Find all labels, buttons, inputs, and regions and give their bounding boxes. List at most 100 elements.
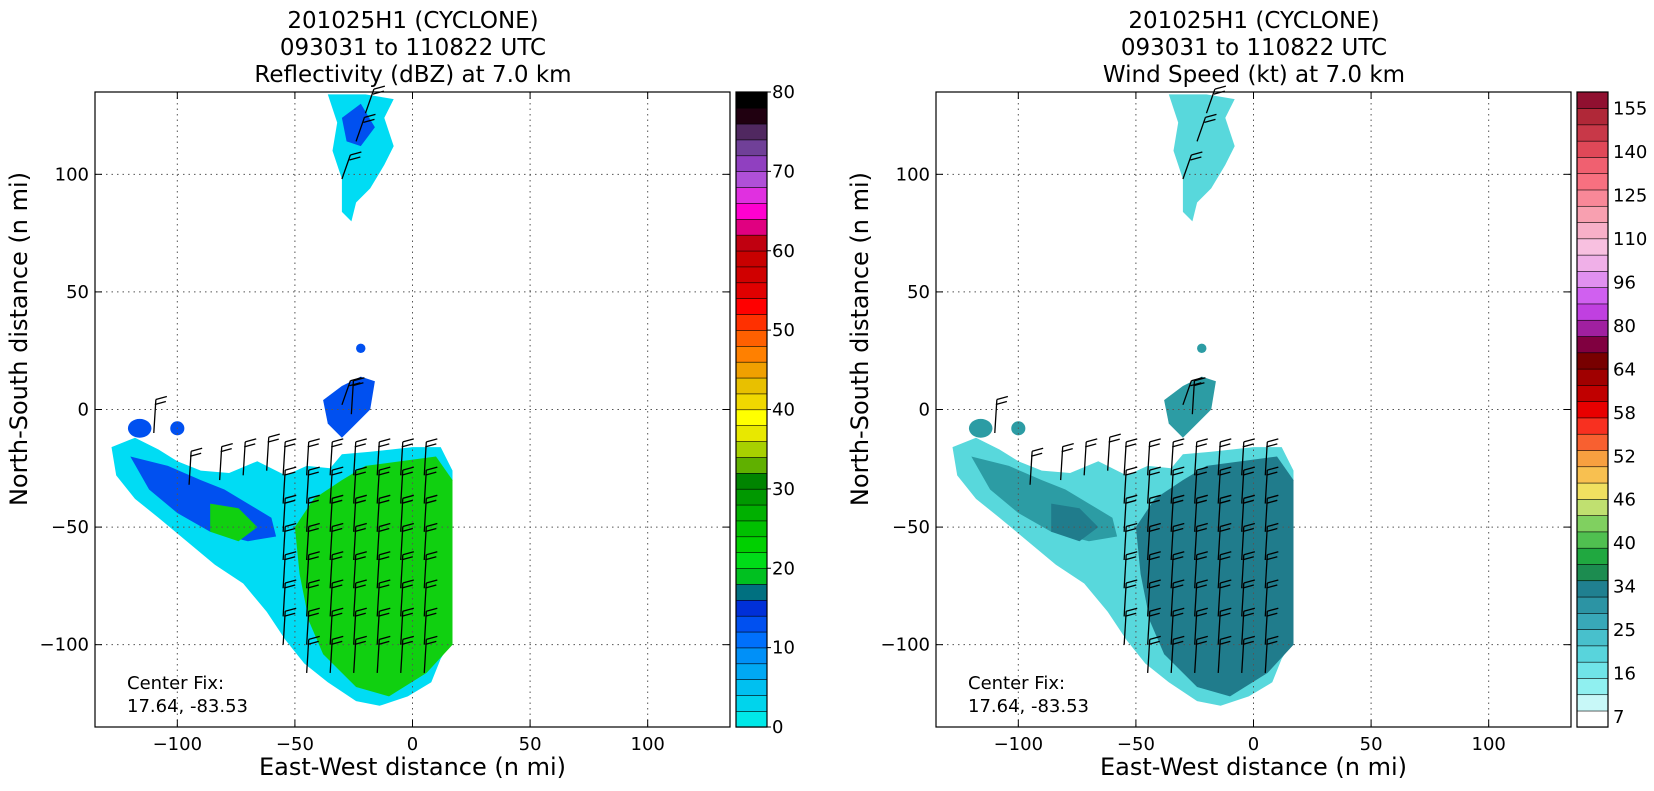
wind-barb-staff <box>423 554 427 589</box>
wind-barb-flag-1 <box>402 494 414 499</box>
y-tick-label-1: −100 <box>40 635 89 656</box>
wind-barb-41 <box>1241 466 1255 504</box>
wind-barb-staff <box>1264 526 1268 561</box>
wind-barb-flag-1 <box>1196 579 1208 584</box>
wind-barb-flag-2 <box>1219 612 1231 617</box>
colorbar-segment-31 <box>735 234 768 252</box>
wind-barb-33 <box>376 466 391 504</box>
wind-barb-staff <box>994 399 998 434</box>
colorbar-segment-30 <box>735 250 768 268</box>
colorbar-segment-7 <box>735 615 768 633</box>
wind-barb-54 <box>1264 607 1279 645</box>
wind-barb-staff <box>1241 582 1245 617</box>
wind-barb-flag-1 <box>426 635 438 641</box>
wind-barb-flag-1 <box>353 377 365 382</box>
wind-barb-flag-2 <box>354 640 366 646</box>
wind-barb-flag-1 <box>1267 438 1279 443</box>
wind-barb-flag-1 <box>1126 466 1138 471</box>
chart-title-line-3: Wind Speed (kt) at 7.0 km <box>1103 62 1405 88</box>
colorbar-segment-39 <box>735 107 768 125</box>
wind-barb-staff <box>1147 639 1151 673</box>
colorbar-segment-34 <box>735 186 768 204</box>
wind-barb-11 <box>306 522 320 561</box>
wind-barb-flag-2 <box>401 612 413 617</box>
colorbar-tick-label-9: 64 <box>1613 359 1636 380</box>
wind-barb-staff <box>306 498 310 532</box>
wind-barb-flag-2 <box>354 584 366 589</box>
colorbar-segment-37 <box>1576 124 1609 142</box>
wind-barb-42 <box>1241 494 1255 532</box>
chart-title-line-1: 201025H1 (CYCLONE) <box>287 8 538 34</box>
wind-barb-40 <box>400 438 414 476</box>
wind-barb-flag-1 <box>350 151 362 156</box>
wind-barb-staff <box>1170 470 1174 504</box>
wind-barb-flag-1 <box>1126 522 1138 528</box>
wind-barb-flag-2 <box>1125 584 1137 589</box>
wind-barb-flag-1 <box>308 522 320 528</box>
wind-barb-flag-1 <box>355 579 367 584</box>
colorbar-segment-31 <box>1576 221 1609 240</box>
colorbar-segment-26 <box>735 313 768 331</box>
colorbar-segment-14 <box>735 504 768 522</box>
colorbar-segment-2 <box>1576 694 1609 712</box>
wind-barb-29 <box>353 579 367 617</box>
wind-barb-staff <box>1264 470 1268 504</box>
colorbar-tick-label-13: 125 <box>1613 185 1647 206</box>
colorbar-segment-16 <box>735 472 768 490</box>
wind-barb-flag-2 <box>1193 382 1205 387</box>
wind-barb-flag-1 <box>332 579 344 584</box>
wind-barb-58 <box>218 442 233 481</box>
wind-barb-flag-2 <box>363 118 375 123</box>
wind-barb-10 <box>1147 494 1161 532</box>
colorbar-segment-15 <box>1576 482 1609 500</box>
wind-barb-staff <box>1147 582 1151 617</box>
field-region-inner-3 <box>210 503 258 542</box>
colorbar-segment-27 <box>1576 287 1609 305</box>
wind-barb-staff <box>1205 88 1216 114</box>
colorbar-tick-label-8: 58 <box>1613 403 1636 424</box>
wind-barb-10 <box>306 494 320 532</box>
colorbar-segment-10 <box>735 567 768 585</box>
wind-barb-flag-2 <box>354 443 366 448</box>
wind-barb-21 <box>1170 579 1185 617</box>
colorbar-segment-3 <box>1576 677 1609 696</box>
wind-barb-flag-2 <box>1125 443 1137 448</box>
wind-barb-flag-1 <box>1243 438 1255 443</box>
y-axis-label: North-South distance (n mi) <box>846 172 874 506</box>
wind-barb-flag-1 <box>285 551 297 556</box>
x-tick-label-4: 50 <box>1360 734 1383 755</box>
wind-barb-staff <box>306 526 310 561</box>
wind-barb-flag-1 <box>355 635 367 641</box>
y-tick-label-4: 50 <box>66 282 89 303</box>
colorbar: 0 10 20 30 40 50 60 70 80 <box>735 82 795 738</box>
wind-barb-flag-2 <box>378 471 390 476</box>
wind-barb-flag-1 <box>379 494 391 499</box>
wind-barb-flag-2 <box>307 499 319 504</box>
wind-barb-flag-2 <box>354 471 366 476</box>
field-region-north-inner <box>341 103 375 147</box>
wind-barb-flag-1 <box>1173 522 1185 528</box>
colorbar-segment-1 <box>1576 710 1609 728</box>
wind-barb-flag-2 <box>1125 499 1137 504</box>
colorbar-segment-32 <box>1576 205 1609 223</box>
data-field <box>111 94 453 706</box>
wind-barb-flag-1 <box>308 494 320 499</box>
colorbar-segment-9 <box>735 583 768 601</box>
wind-barb-flag-1 <box>1031 447 1044 452</box>
wind-barb-57 <box>1029 447 1044 485</box>
wind-barb-flag-1 <box>379 522 391 528</box>
wind-barb-flag-2 <box>349 156 361 161</box>
wind-barb-flag-1 <box>379 551 391 556</box>
wind-barb-flag-1 <box>285 466 297 471</box>
wind-barb-flag-2 <box>1148 612 1160 617</box>
colorbar-segment-14 <box>1576 498 1609 516</box>
wind-barb-35 <box>1217 522 1232 561</box>
wind-barb-staff <box>1147 526 1151 561</box>
wind-barb-flag-1 <box>1196 438 1208 443</box>
wind-barb-flag-2 <box>1125 471 1137 476</box>
wind-barb-flag-2 <box>1242 640 1254 646</box>
wind-barb-flag-1 <box>1243 466 1255 471</box>
wind-barb-56 <box>994 395 1009 434</box>
wind-barb-flag-1 <box>1243 522 1255 528</box>
wind-barb-3 <box>1123 494 1138 532</box>
